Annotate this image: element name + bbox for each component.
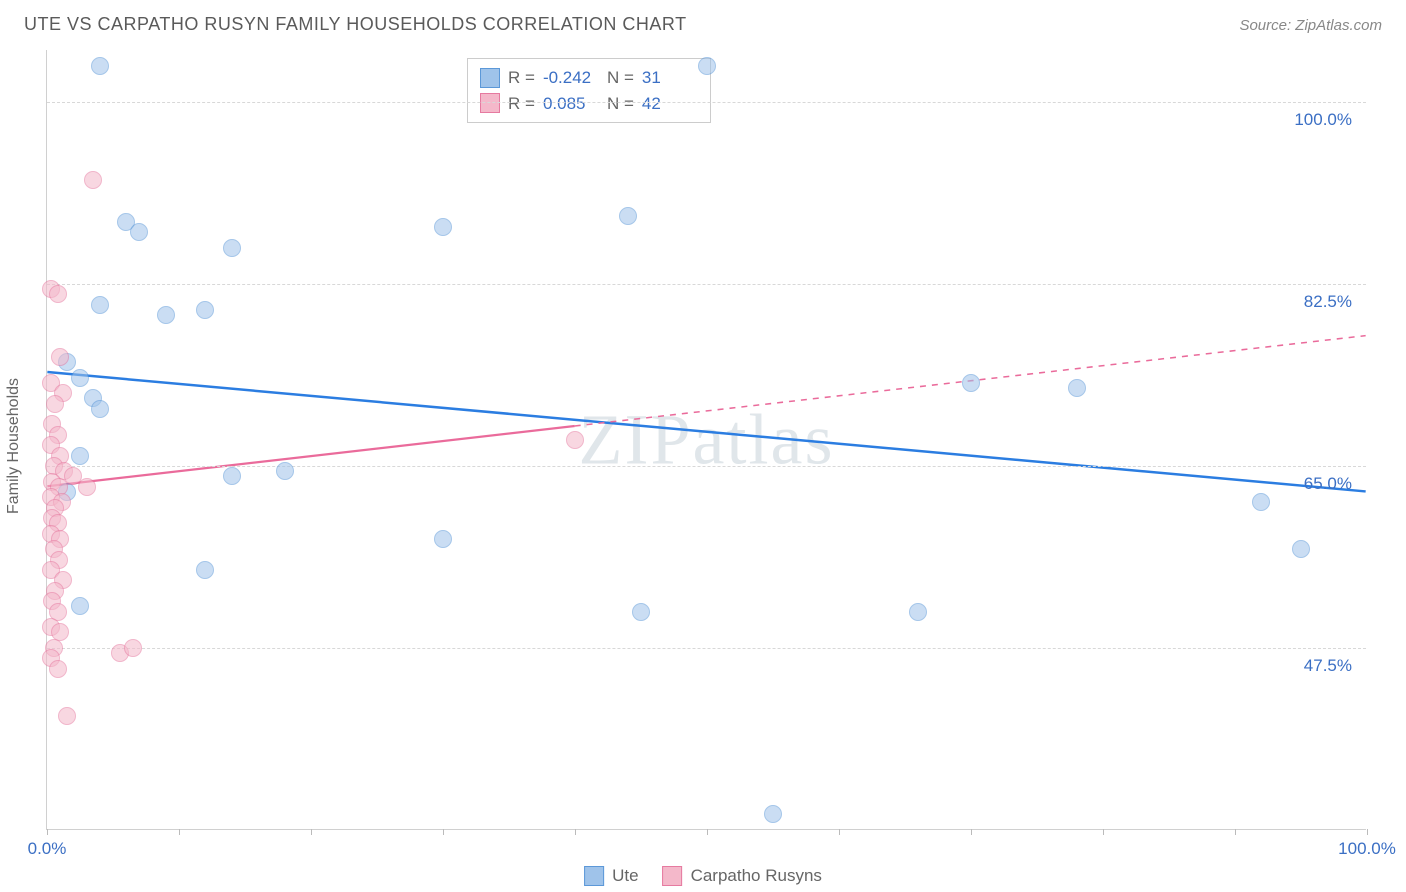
- point-carpatho: [49, 285, 67, 303]
- point-carpatho: [566, 431, 584, 449]
- legend-label-carpatho: Carpatho Rusyns: [691, 866, 822, 886]
- point-ute: [619, 207, 637, 225]
- point-ute: [223, 239, 241, 257]
- point-ute: [434, 218, 452, 236]
- x-tick-label: 100.0%: [1338, 839, 1396, 859]
- point-ute: [71, 597, 89, 615]
- gridline: [47, 648, 1366, 649]
- point-ute: [962, 374, 980, 392]
- point-ute: [434, 530, 452, 548]
- point-ute: [276, 462, 294, 480]
- point-ute: [91, 400, 109, 418]
- swatch-carpatho: [663, 866, 683, 886]
- n-label: N =: [607, 91, 634, 117]
- legend-label-ute: Ute: [612, 866, 638, 886]
- r-value-carpatho: 0.085: [543, 91, 599, 117]
- title-bar: UTE VS CARPATHO RUSYN FAMILY HOUSEHOLDS …: [24, 14, 1382, 35]
- point-carpatho: [84, 171, 102, 189]
- chart-title: UTE VS CARPATHO RUSYN FAMILY HOUSEHOLDS …: [24, 14, 687, 35]
- point-ute: [91, 57, 109, 75]
- n-value-ute: 31: [642, 65, 698, 91]
- point-carpatho: [46, 395, 64, 413]
- point-ute: [91, 296, 109, 314]
- x-tick-label: 0.0%: [28, 839, 67, 859]
- point-ute: [71, 447, 89, 465]
- point-carpatho: [78, 478, 96, 496]
- x-tick: [839, 829, 840, 835]
- x-tick: [1367, 829, 1368, 835]
- x-tick: [179, 829, 180, 835]
- r-label: R =: [508, 91, 535, 117]
- point-ute: [632, 603, 650, 621]
- watermark: ZIPatlas: [579, 398, 835, 481]
- point-ute: [196, 301, 214, 319]
- x-tick: [575, 829, 576, 835]
- r-value-ute: -0.242: [543, 65, 599, 91]
- x-tick: [443, 829, 444, 835]
- n-label: N =: [607, 65, 634, 91]
- gridline: [47, 284, 1366, 285]
- stats-row-carpatho: R = 0.085 N = 42: [480, 91, 698, 117]
- point-carpatho: [49, 660, 67, 678]
- chart-container: UTE VS CARPATHO RUSYN FAMILY HOUSEHOLDS …: [0, 0, 1406, 892]
- point-ute: [196, 561, 214, 579]
- point-ute: [1252, 493, 1270, 511]
- r-label: R =: [508, 65, 535, 91]
- swatch-carpatho: [480, 93, 500, 113]
- gridline: [47, 102, 1366, 103]
- point-ute: [764, 805, 782, 823]
- gridline: [47, 466, 1366, 467]
- point-ute: [1292, 540, 1310, 558]
- point-ute: [157, 306, 175, 324]
- point-ute: [1068, 379, 1086, 397]
- point-ute: [223, 467, 241, 485]
- stats-legend: R = -0.242 N = 31 R = 0.085 N = 42: [467, 58, 711, 123]
- swatch-ute: [480, 68, 500, 88]
- legend-item-ute: Ute: [584, 866, 638, 886]
- x-tick: [1103, 829, 1104, 835]
- trend-lines: [47, 50, 1366, 829]
- x-tick: [311, 829, 312, 835]
- x-tick: [1235, 829, 1236, 835]
- stats-row-ute: R = -0.242 N = 31: [480, 65, 698, 91]
- point-ute: [71, 369, 89, 387]
- y-tick-label: 65.0%: [1304, 474, 1352, 494]
- point-carpatho: [58, 707, 76, 725]
- source-label: Source: ZipAtlas.com: [1239, 17, 1382, 34]
- point-ute: [909, 603, 927, 621]
- y-axis-title: Family Households: [5, 378, 23, 514]
- plot-area: ZIPatlas R = -0.242 N = 31 R = 0.085 N =…: [46, 50, 1366, 830]
- bottom-legend: Ute Carpatho Rusyns: [584, 866, 822, 886]
- legend-item-carpatho: Carpatho Rusyns: [663, 866, 822, 886]
- y-tick-label: 100.0%: [1294, 110, 1352, 130]
- y-tick-label: 47.5%: [1304, 656, 1352, 676]
- x-tick: [971, 829, 972, 835]
- y-tick-label: 82.5%: [1304, 292, 1352, 312]
- n-value-carpatho: 42: [642, 91, 698, 117]
- x-tick: [707, 829, 708, 835]
- point-ute: [698, 57, 716, 75]
- point-ute: [130, 223, 148, 241]
- point-carpatho: [51, 348, 69, 366]
- swatch-ute: [584, 866, 604, 886]
- x-tick: [47, 829, 48, 835]
- point-carpatho: [124, 639, 142, 657]
